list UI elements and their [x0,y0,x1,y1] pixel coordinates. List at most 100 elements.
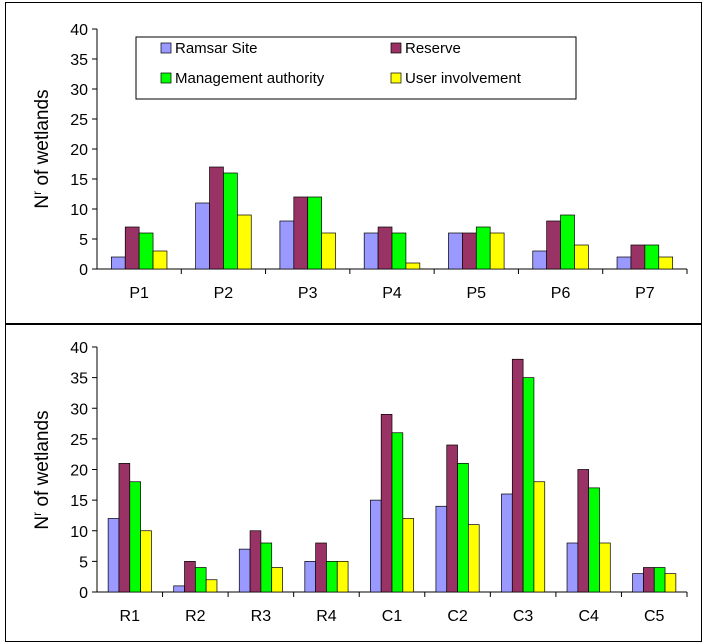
bar [223,172,238,270]
x-tick-label: C3 [513,608,534,625]
y-tick-label: 35 [70,52,88,69]
bar [260,542,273,593]
bar [138,232,154,270]
legend-box [135,36,577,100]
bar [377,226,393,270]
y-tick-label: 10 [70,524,88,541]
bar [304,561,316,593]
x-tick-label: C4 [578,608,599,625]
y-tick-label: 15 [70,172,88,189]
bar [664,573,677,593]
legend-swatch [160,72,172,84]
x-tick-label: P7 [635,285,655,302]
y-tick-label: 0 [79,585,88,602]
bar [468,524,480,593]
y-axis-label-rest: of wetlands [32,410,53,511]
bar [326,561,338,593]
bar [630,244,646,270]
bar [457,463,469,593]
bar [307,196,322,270]
chart-1: 0 5 10 15 20 25 30 35 40 P1 P2 P3 P4 P5 P6 P7 Nr of wetl… [30,22,688,302]
y-axis-label: Nr of wetlands [30,410,53,529]
bar [152,250,168,270]
y-tick-label: 25 [70,432,88,449]
x-tick-label: R4 [316,608,337,625]
bar [129,481,141,593]
x-tick-label: P6 [551,285,571,302]
bar [532,250,548,270]
x-tick-label: P1 [129,285,149,302]
chart-2: 0 5 10 15 20 25 30 35 40 R1 R2 R3 R4 C1 C2 C3 C4 C5 Nr of … [30,340,688,625]
y-tick-label: 0 [79,262,88,279]
bar [173,585,185,593]
x-tick-label: R2 [185,608,206,625]
bar [209,166,224,270]
bar [643,567,655,593]
bar [194,567,207,593]
bar [205,579,218,593]
bar [321,232,336,270]
y-tick-label: 5 [79,232,88,249]
legend-label: Reserve [405,40,461,57]
bar [533,481,546,593]
bar [546,220,561,270]
bar [107,518,120,593]
bar [391,232,407,270]
bar [462,232,477,270]
bar [448,232,463,270]
y-tick-label: 5 [79,554,88,571]
y-tick-label: 10 [70,202,88,219]
x-tick-label: C1 [382,608,403,625]
x-tick-label: R3 [251,608,272,625]
bar [380,414,393,593]
bar [560,214,575,270]
bar [489,232,505,270]
legend: Ramsar Site Reserve Management authority Us… [135,36,577,100]
bar [522,377,535,593]
y-tick-label: 20 [70,142,88,159]
bar [236,214,252,270]
bar [577,469,590,593]
legend-label: Management authority [175,70,325,87]
bar [124,226,140,270]
bar [402,518,414,593]
bar [501,493,513,593]
bar [566,542,579,593]
y-axis-label-sup: r [30,191,44,195]
y-tick-label: 35 [70,371,88,388]
bar [435,505,448,593]
bar [475,226,491,270]
bar [249,530,262,593]
bar [405,262,421,270]
bar [118,463,131,593]
y-tick-label: 20 [70,463,88,480]
bar [658,256,674,270]
y-tick-label: 25 [70,112,88,129]
bar [599,542,611,593]
y-axis-label: Nr of wetlands [30,89,53,208]
bar [363,232,379,270]
x-tick-label: R1 [120,608,141,625]
legend-label: User involvement [405,70,522,87]
bar [391,432,404,593]
x-tick-label: P5 [466,285,486,302]
bar [511,358,524,593]
y-tick-label: 40 [70,340,88,357]
bar [293,196,309,270]
y-axis-label-main: N [32,516,53,530]
bar [195,202,210,270]
x-tick-label: P2 [214,285,234,302]
bar [632,573,644,593]
bar [370,499,382,593]
y-tick-label: 40 [70,22,88,39]
legend-swatch [160,42,172,54]
bar [140,530,152,593]
y-axis-label-sup: r [30,512,44,516]
bar [279,220,295,270]
bar [315,542,327,593]
bar [588,487,600,593]
x-tick-label: C2 [447,608,468,625]
bar [184,561,196,593]
y-tick-label: 30 [70,401,88,418]
